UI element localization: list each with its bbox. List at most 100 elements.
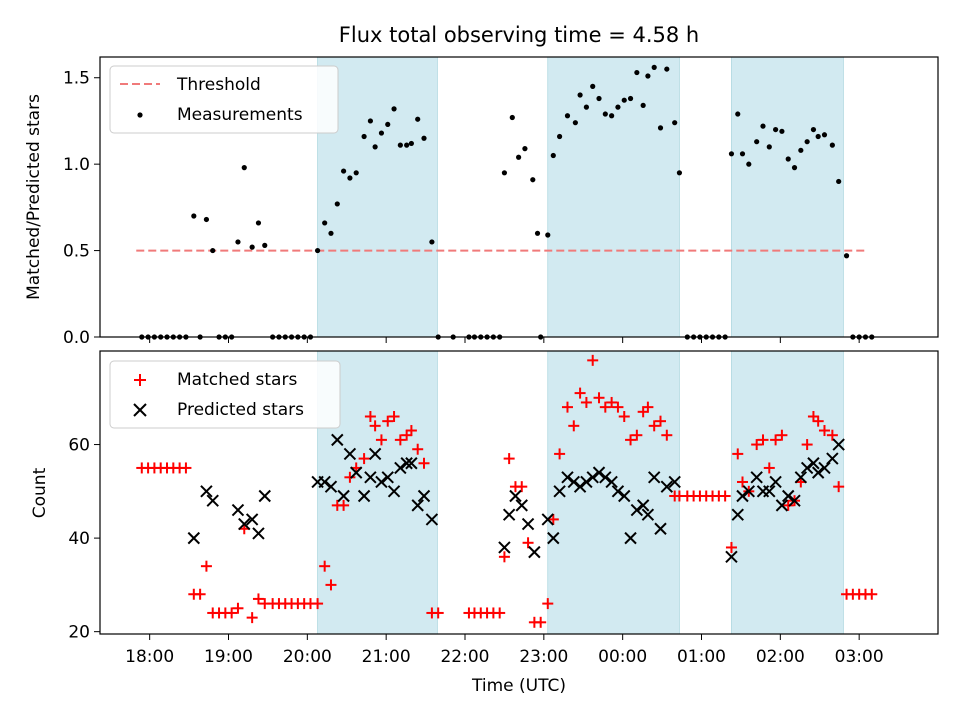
predicted-point bbox=[238, 517, 251, 531]
predicted-point bbox=[252, 527, 265, 540]
top-x-ticks bbox=[149, 337, 860, 343]
predicted-point bbox=[324, 480, 338, 493]
measurement-point bbox=[361, 133, 367, 140]
predicted-point-b bbox=[826, 452, 839, 465]
y-tick-label: 20 bbox=[68, 623, 90, 643]
predicted-point bbox=[200, 485, 213, 498]
measurement-point bbox=[550, 152, 556, 159]
legend-matched-label: Matched stars bbox=[177, 370, 297, 390]
predicted-point bbox=[611, 485, 625, 498]
predicted-point-b bbox=[357, 489, 371, 503]
measurement-point bbox=[255, 220, 262, 226]
predicted-point bbox=[775, 499, 789, 512]
measurement-point bbox=[322, 220, 328, 226]
matched-point bbox=[394, 434, 406, 446]
measurement-point bbox=[210, 247, 216, 254]
measurement-point bbox=[353, 170, 359, 176]
x-tick-label: 22:00 bbox=[440, 647, 489, 667]
predicted-point bbox=[618, 489, 631, 503]
observing-span-2 bbox=[547, 350, 680, 635]
chart-title: Flux total observing time = 4.58 h bbox=[339, 23, 699, 47]
predicted-point-b bbox=[750, 471, 763, 484]
predicted-point-b bbox=[630, 503, 644, 517]
predicted-point-b bbox=[541, 513, 554, 526]
predicted-point-b bbox=[731, 508, 744, 521]
predicted-point-b bbox=[528, 545, 541, 559]
matched-point bbox=[776, 429, 788, 441]
measurement-point bbox=[779, 128, 785, 134]
predicted-point bbox=[818, 461, 831, 475]
predicted-point-b bbox=[343, 447, 357, 461]
predicted-point bbox=[561, 471, 574, 484]
predicted-point-b bbox=[405, 457, 418, 470]
measurement-point bbox=[785, 156, 791, 162]
measurement-point bbox=[843, 253, 850, 259]
predicted-point bbox=[425, 513, 439, 526]
predicted-point bbox=[515, 499, 528, 512]
predicted-point bbox=[187, 531, 201, 545]
predicted-point bbox=[405, 457, 418, 470]
matched-point bbox=[561, 401, 573, 413]
matched-point bbox=[574, 387, 586, 399]
matched-point bbox=[382, 415, 394, 427]
measurement-point bbox=[408, 140, 414, 147]
predicted-point-b bbox=[502, 508, 516, 521]
matched-point bbox=[719, 490, 731, 502]
measurement-point bbox=[385, 121, 391, 128]
predicted-point-b bbox=[654, 522, 667, 535]
predicted-point-b bbox=[742, 485, 756, 498]
measurement-point bbox=[746, 161, 752, 167]
predicted-point-b bbox=[561, 471, 574, 484]
y-tick-label: 1.0 bbox=[63, 155, 90, 175]
matched-point bbox=[200, 560, 212, 572]
predicted-point bbox=[782, 489, 795, 503]
measurement-point bbox=[640, 102, 646, 108]
measurement-point bbox=[672, 120, 678, 126]
measurement-point bbox=[564, 113, 571, 119]
measurement-point bbox=[810, 126, 817, 133]
matched-point bbox=[338, 499, 350, 511]
matched-point bbox=[535, 616, 547, 628]
predicted-point-b bbox=[400, 457, 413, 470]
predicted-point bbox=[400, 457, 413, 470]
measurement-point bbox=[522, 146, 528, 152]
matched-point bbox=[782, 499, 794, 511]
predicted-point bbox=[750, 471, 763, 484]
predicted-point-b bbox=[586, 471, 599, 484]
matched-point bbox=[599, 401, 611, 413]
matched-point bbox=[606, 396, 618, 408]
predicted-point bbox=[375, 475, 388, 489]
matched-point bbox=[325, 579, 337, 591]
predicted-point bbox=[368, 447, 382, 461]
measurement-point bbox=[728, 151, 735, 157]
measurement-point bbox=[516, 154, 522, 160]
predicted-point bbox=[521, 517, 535, 531]
predicted-point bbox=[605, 475, 618, 489]
predicted-point bbox=[318, 475, 331, 489]
predicted-point bbox=[654, 522, 667, 535]
predicted-point-b bbox=[807, 457, 820, 470]
matched-point bbox=[580, 396, 592, 408]
predicted-point bbox=[826, 452, 839, 465]
measurement-point bbox=[815, 133, 821, 140]
predicted-point bbox=[331, 433, 344, 447]
predicted-point bbox=[411, 499, 424, 512]
predicted-point-b bbox=[599, 471, 612, 484]
matched-point bbox=[246, 612, 258, 624]
measurement-point bbox=[429, 239, 435, 245]
x-tick-label: 18:00 bbox=[125, 647, 174, 667]
measurement-point bbox=[235, 239, 241, 245]
measurement-point bbox=[534, 230, 541, 236]
predicted-point bbox=[206, 494, 219, 507]
predicted-point-b bbox=[553, 485, 566, 498]
predicted-point-b bbox=[231, 503, 245, 517]
predicted-point bbox=[769, 475, 782, 489]
predicted-point bbox=[417, 489, 431, 503]
matched-point bbox=[866, 588, 878, 600]
predicted-point-b bbox=[782, 489, 795, 503]
predicted-point-b bbox=[736, 489, 749, 503]
predicted-point-b bbox=[515, 499, 528, 512]
legend-predicted-label: Predicted stars bbox=[177, 400, 304, 420]
matched-point bbox=[401, 429, 413, 441]
